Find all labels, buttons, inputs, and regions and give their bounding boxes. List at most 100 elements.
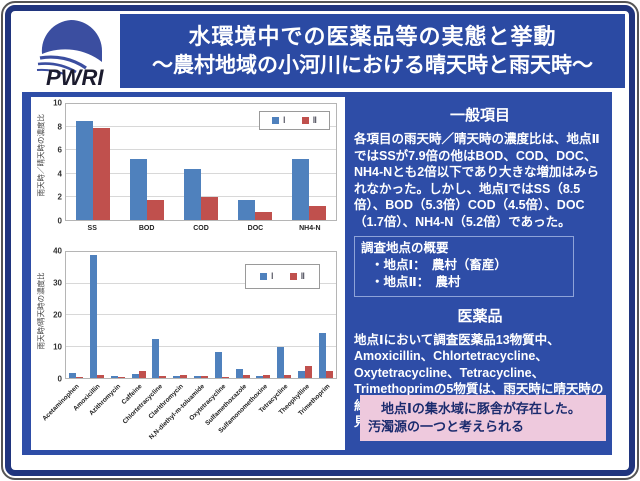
- bar-group: [282, 104, 336, 220]
- bar-Ⅰ-BOD: [130, 158, 147, 220]
- gridline: [66, 172, 336, 174]
- series1-swatch: [259, 273, 267, 280]
- bars-container: [66, 252, 336, 378]
- bar-Ⅱ-Oxytetracycline: [221, 376, 229, 378]
- bar-Ⅱ-Trimethoprim: [325, 371, 333, 378]
- general-items-heading: 一般項目: [449, 107, 510, 124]
- x-tick: Acetaminophen: [41, 379, 86, 449]
- x-tick: NH4-N: [283, 221, 337, 243]
- series2-swatch: [301, 117, 309, 124]
- y-tick-label: 8: [57, 122, 62, 132]
- series1-swatch: [271, 117, 279, 124]
- bar-group: [315, 252, 336, 378]
- chart1-y-axis: 0 2 4 6 8 10: [47, 99, 65, 226]
- x-tick-label: BOD: [138, 225, 155, 232]
- bar-Ⅰ-Amoxicillin: [90, 255, 98, 378]
- x-tick-label: NH4-N: [299, 225, 321, 232]
- y-tick-label: 0: [57, 216, 62, 226]
- bar-Ⅱ-Amoxicillin: [97, 375, 105, 378]
- x-tick: SS: [65, 221, 119, 243]
- bar-Ⅰ-Oxytetracycline: [214, 352, 222, 378]
- survey-point-1: ・地点Ⅰ： 農村（畜産）: [371, 257, 507, 272]
- survey-points-box: 調査地点の概要 ・地点Ⅰ： 農村（畜産） ・地点Ⅱ： 農村: [354, 236, 574, 297]
- bar-Ⅰ-COD: [184, 168, 201, 220]
- bar-Ⅰ-Sulfamonomethoxine: [256, 376, 264, 378]
- bar-Ⅰ-Clarithromycin: [173, 375, 181, 378]
- bar-Ⅱ-COD: [201, 196, 218, 220]
- gridline: [66, 126, 336, 128]
- bar-group: [294, 252, 315, 378]
- chart2-y-axis-label: 雨天時/晴天時の濃度比: [36, 272, 46, 350]
- bar-Ⅰ-Theophylline: [297, 370, 305, 378]
- chart-pharmaceuticals: 雨天時/晴天時の濃度比 0 10 20 30 40 Ⅰ Ⅱ Acetaminophen A…: [35, 247, 337, 449]
- x-tick-label: Acetaminophen: [40, 383, 81, 423]
- x-tick-label: DOC: [247, 225, 264, 232]
- x-tick-label: COD: [193, 225, 209, 232]
- svg-text:PWRI: PWRI: [46, 65, 104, 90]
- bar-group: [120, 104, 174, 220]
- bar-Ⅰ-Azithromycin: [110, 376, 118, 378]
- y-tick-label: 10: [53, 342, 62, 352]
- y-tick-label: 0: [57, 374, 62, 384]
- bar-Ⅱ-Sulfamonomethoxine: [263, 374, 271, 378]
- bar-Ⅱ-Theophylline: [304, 366, 312, 378]
- pwri-logo-icon: PWRI: [36, 20, 104, 90]
- legend-item-series1: Ⅰ: [271, 115, 286, 126]
- bar-group: [108, 252, 129, 378]
- bar-Ⅱ-Chlortetracycline: [159, 375, 167, 378]
- bar-Ⅰ-NH4-N: [292, 158, 309, 220]
- x-tick: COD: [174, 221, 228, 243]
- bar-group: [87, 252, 108, 378]
- bar-Ⅱ-BOD: [147, 200, 164, 220]
- y-tick-label: 30: [53, 278, 62, 288]
- bar-Ⅱ-Caffeine: [138, 370, 146, 378]
- general-items-text: 各項目の雨天時／晴天時の濃度比は、地点ⅡではSSが7.9倍の他はBOD、COD、…: [354, 132, 600, 229]
- bar-Ⅰ-Caffeine: [131, 374, 139, 378]
- bar-group: [228, 104, 282, 220]
- bar-Ⅱ-SS: [93, 128, 110, 220]
- y-tick-label: 10: [53, 98, 62, 108]
- bar-group: [174, 104, 228, 220]
- bar-group: [66, 104, 120, 220]
- chart1-legend: Ⅰ Ⅱ: [258, 111, 330, 130]
- info-column: 一般項目 各項目の雨天時／晴天時の濃度比は、地点ⅡではSSが7.9倍の他はBOD…: [352, 96, 608, 451]
- chart1-y-axis-label: 雨天時／晴天時の濃度比: [36, 114, 46, 197]
- bar-Ⅰ-Acetaminophen: [69, 373, 77, 378]
- legend-item-series2: Ⅱ: [301, 115, 317, 126]
- x-tick: Trimethoprim: [297, 379, 337, 449]
- bar-group: [191, 252, 212, 378]
- bar-group: [211, 252, 232, 378]
- bar-Ⅱ-N,N-diethyl-m-toluamide: [200, 376, 208, 378]
- x-tick: Sulfamonomethoxine: [217, 379, 274, 449]
- x-tick-label: SS: [87, 225, 97, 232]
- y-tick-label: 20: [53, 310, 62, 320]
- title-bar: 水環境中での医薬品等の実態と挙動 ～農村地域の小河川における晴天時と雨天時～: [120, 14, 625, 88]
- content-panel: 雨天時／晴天時の濃度比 0 2 4 6 8 10 Ⅰ Ⅱ SS BOD COD DOC NH4-N…: [22, 92, 612, 455]
- bar-Ⅰ-SS: [76, 121, 93, 220]
- chart2-plot-area: Ⅰ Ⅱ: [65, 251, 337, 379]
- bar-Ⅰ-Trimethoprim: [318, 332, 326, 378]
- series2-swatch: [289, 273, 297, 280]
- y-tick-label: 2: [57, 192, 62, 202]
- y-tick-label: 40: [53, 246, 62, 256]
- bar-Ⅱ-Azithromycin: [117, 376, 125, 378]
- y-tick-label: 4: [57, 169, 62, 179]
- bar-Ⅱ-Acetaminophen: [76, 377, 84, 378]
- chart1-x-axis-labels: SS BOD COD DOC NH4-N: [65, 221, 337, 243]
- bar-Ⅰ-Tetracycline: [277, 347, 285, 378]
- legend-item-series1: Ⅰ: [259, 271, 274, 282]
- bar-Ⅰ-DOC: [238, 200, 255, 220]
- bar-Ⅱ-DOC: [255, 211, 272, 220]
- bar-group: [232, 252, 253, 378]
- gridline: [66, 314, 336, 315]
- bar-group: [274, 252, 295, 378]
- bar-group: [128, 252, 149, 378]
- slide-title-line1: 水環境中での医薬品等の実態と挙動: [188, 24, 557, 50]
- bar-group: [253, 252, 274, 378]
- pwri-logo: PWRI: [16, 12, 118, 90]
- gridline: [66, 282, 336, 284]
- survey-box-title: 調査地点の概要: [361, 241, 449, 255]
- chart2-legend: Ⅰ Ⅱ: [244, 264, 320, 289]
- legend-item-series2: Ⅱ: [289, 271, 305, 282]
- y-tick-label: 6: [57, 145, 62, 155]
